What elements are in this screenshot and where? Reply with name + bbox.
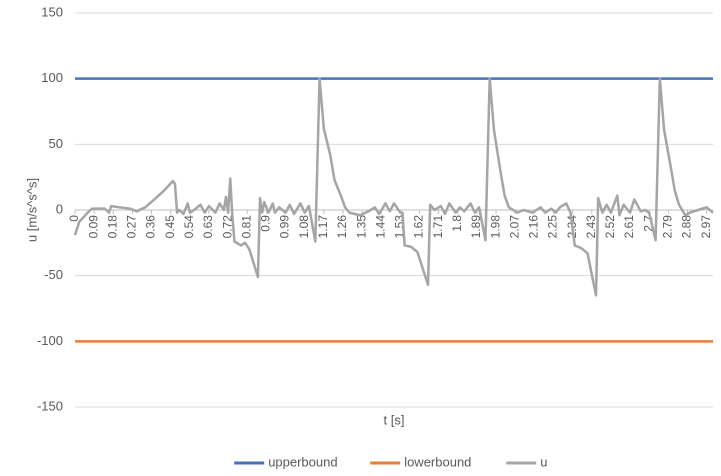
- series-line: [73, 77, 714, 297]
- y-tick-label: 50: [49, 136, 63, 151]
- x-tick-label: 0.99: [278, 215, 292, 239]
- x-tick-label: 0.81: [239, 215, 253, 239]
- x-axis-label: t [s]: [384, 412, 405, 427]
- x-tick-label: 0: [67, 215, 81, 222]
- x-tick-label: 2.88: [680, 215, 694, 239]
- x-tick-label: 1.08: [297, 215, 311, 239]
- x-tick-label: 2.79: [661, 215, 675, 239]
- x-tick-label: 0.27: [125, 215, 139, 239]
- x-tick-label: 0.63: [201, 215, 215, 239]
- legend-label: upperbound: [268, 454, 337, 469]
- x-tick-label: 1.62: [412, 215, 426, 239]
- y-tick-label: 0: [56, 201, 63, 216]
- x-tick-label: 2.25: [546, 215, 560, 239]
- x-tick-label: 1.26: [335, 215, 349, 239]
- y-tick-label: -100: [37, 333, 63, 348]
- x-tick-label: 0.18: [105, 215, 119, 239]
- x-tick-label: 1.71: [431, 215, 445, 239]
- x-tick-label: 1.8: [450, 215, 464, 232]
- x-tick-label: 2.61: [622, 215, 636, 239]
- x-tick-label: 2.07: [507, 215, 521, 239]
- y-tick-label: 150: [41, 4, 63, 19]
- x-tick-label: 1.98: [488, 215, 502, 239]
- x-tick-label: 0.9: [259, 215, 273, 232]
- x-tick-label: 1.89: [469, 215, 483, 239]
- legend-label: lowerbound: [404, 454, 471, 469]
- legend-label: u: [540, 454, 547, 469]
- x-tick-label: 0.72: [220, 215, 234, 239]
- y-axis-label: u [m/s^s^s]: [24, 178, 39, 242]
- x-tick-label: 0.36: [144, 215, 158, 239]
- y-tick-label: -150: [37, 398, 63, 413]
- x-tick-label: 0.54: [182, 215, 196, 239]
- x-tick-label: 2.43: [584, 215, 598, 239]
- x-tick-label: 2.52: [603, 215, 617, 239]
- x-tick-label: 0.09: [86, 215, 100, 239]
- x-tick-label: 2.16: [527, 215, 541, 239]
- x-tick-label: 1.17: [316, 215, 330, 239]
- x-tick-label: 0.45: [163, 215, 177, 239]
- y-tick-label: 100: [41, 70, 63, 85]
- x-tick-label: 1.35: [354, 215, 368, 239]
- x-tick-label: 2.97: [699, 215, 713, 239]
- y-tick-label: -50: [44, 267, 63, 282]
- x-tick-label: 1.44: [373, 215, 387, 239]
